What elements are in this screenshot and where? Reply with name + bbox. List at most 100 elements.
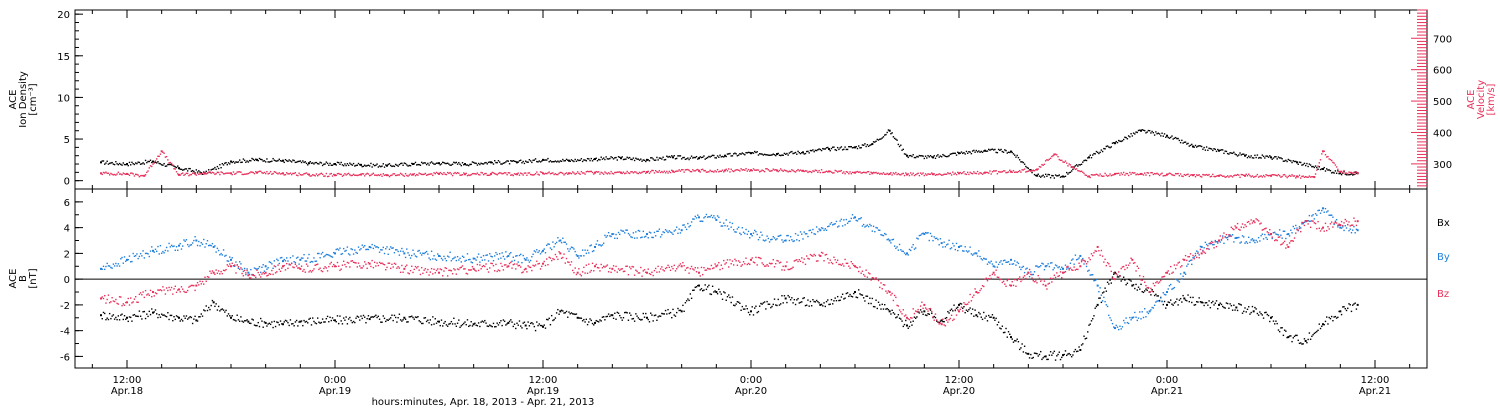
data-point [992, 316, 995, 319]
series-bottom-bz [100, 217, 1359, 327]
data-point [1235, 226, 1238, 229]
data-point [992, 265, 995, 268]
data-point [524, 258, 527, 261]
y-tick-label-bottom-4: 2 [64, 249, 70, 260]
y2-axis-label-line-1: Velocity [1476, 80, 1487, 119]
data-point [784, 265, 787, 268]
data-point [776, 153, 778, 156]
data-point [1270, 233, 1272, 236]
data-point [906, 154, 908, 157]
y2-axis-label: ACEVelocity[km/s] [1466, 80, 1497, 119]
data-point [160, 150, 163, 153]
data-point [334, 319, 336, 322]
data-point [1036, 168, 1038, 171]
data-point [1304, 220, 1307, 223]
data-point [1339, 224, 1342, 227]
data-point [386, 174, 388, 177]
data-point [334, 252, 336, 255]
data-point [940, 323, 943, 326]
data-point [1010, 284, 1012, 287]
data-point [438, 254, 440, 257]
data-point [680, 310, 683, 313]
data-point [308, 162, 310, 165]
data-point [438, 320, 440, 323]
data-point [646, 233, 648, 236]
y-axis-label-top: ACEIon Density[cm⁻³] [8, 71, 39, 128]
data-point [247, 271, 250, 274]
data-point [611, 267, 614, 270]
data-point [212, 301, 215, 304]
data-point [568, 172, 570, 175]
data-point [1235, 306, 1238, 309]
x-tick-label-3: 0:00 [740, 375, 762, 386]
y2-axis-label-line-2: [km/s] [1486, 83, 1497, 115]
y2-tick-label-3: 600 [1433, 66, 1452, 77]
data-point [178, 173, 180, 176]
data-point [1252, 239, 1255, 242]
data-point [1140, 129, 1142, 132]
data-point [819, 229, 822, 232]
data-point [299, 267, 302, 270]
data-point [1322, 207, 1324, 210]
x-tick-label-0: 12:00 [113, 375, 142, 386]
y-tick-label-bottom-5: 4 [64, 224, 70, 235]
data-point [1131, 258, 1134, 261]
data-point [646, 316, 648, 319]
data-point [750, 169, 752, 172]
data-point [542, 262, 544, 265]
data-point [1339, 170, 1342, 173]
data-point [204, 172, 206, 175]
data-point [888, 291, 891, 294]
data-point [906, 173, 908, 176]
data-point [1079, 348, 1082, 351]
data-point [1356, 303, 1359, 306]
data-point [559, 252, 562, 255]
data-point [1096, 245, 1099, 248]
x-tick-date-1: Apr.19 [319, 386, 351, 397]
data-point [1296, 161, 1298, 164]
data-point [854, 216, 856, 219]
data-point [715, 265, 718, 268]
data-point [464, 163, 466, 166]
y-tick-label-bottom-2: -2 [60, 301, 70, 312]
data-point [594, 265, 596, 268]
data-point [230, 160, 232, 163]
data-point [100, 267, 102, 270]
data-point [680, 265, 683, 268]
data-point [542, 325, 544, 328]
data-point [256, 171, 258, 174]
data-point [282, 159, 284, 162]
data-point [195, 319, 198, 322]
data-point [195, 239, 198, 242]
data-point [975, 314, 978, 317]
data-point [958, 310, 960, 313]
data-point [247, 274, 250, 277]
data-point [386, 164, 388, 167]
data-point [888, 129, 891, 132]
data-point [559, 239, 562, 242]
data-point [698, 157, 700, 160]
data-point [819, 254, 822, 257]
data-point [1010, 336, 1012, 339]
x-tick-label-2: 12:00 [529, 375, 558, 386]
data-point [1044, 284, 1047, 287]
data-point [984, 149, 986, 152]
data-point [230, 258, 232, 261]
data-point [698, 271, 700, 274]
data-point [992, 271, 995, 274]
data-point [784, 297, 787, 300]
y-tick-label-bottom-0: -6 [60, 352, 70, 363]
data-point [507, 321, 510, 324]
panel-frame-top [74, 9, 1428, 190]
data-point [620, 157, 622, 160]
data-point [958, 245, 960, 248]
data-point [308, 173, 310, 176]
panel-frame-bottom [74, 188, 1428, 369]
series-bottom-bx [100, 271, 1359, 361]
data-point [100, 314, 102, 317]
data-point [1200, 245, 1203, 248]
data-point [438, 162, 440, 165]
data-point [1140, 172, 1142, 175]
data-point [680, 229, 683, 232]
data-point [1027, 271, 1030, 274]
